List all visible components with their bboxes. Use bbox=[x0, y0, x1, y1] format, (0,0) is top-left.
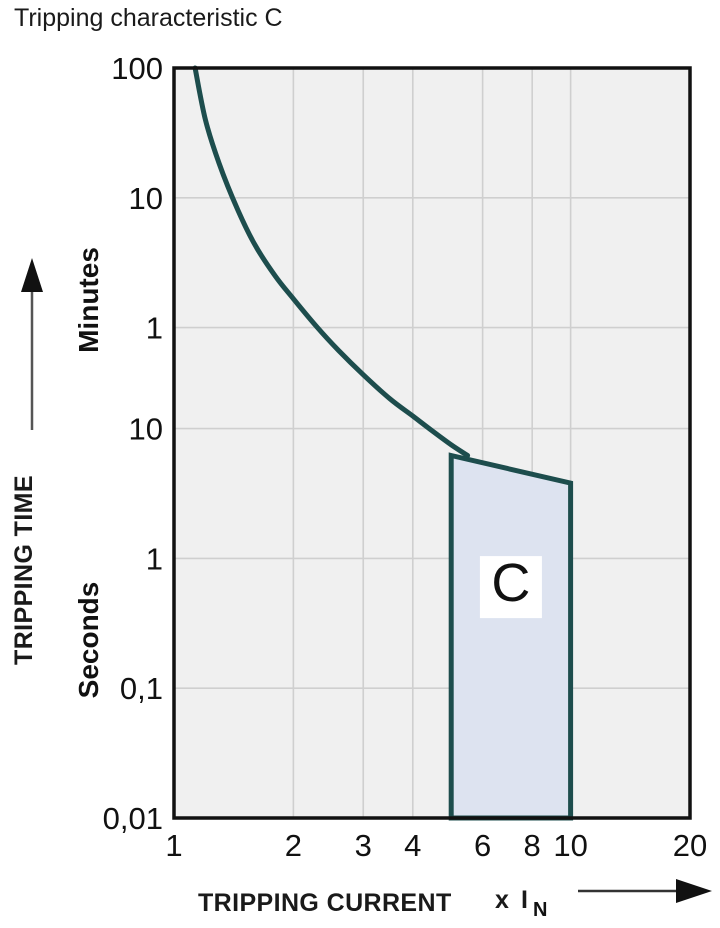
x-tick-label: 8 bbox=[524, 828, 541, 863]
x-axis-unit-prefix: x bbox=[495, 886, 509, 914]
gridlines bbox=[174, 68, 690, 818]
chart-title: Tripping characteristic C bbox=[14, 4, 283, 32]
y-axis-title: TRIPPING TIME bbox=[10, 475, 38, 665]
band-label: C bbox=[491, 553, 530, 613]
y-axis-group-seconds: Seconds bbox=[73, 582, 104, 699]
plot-background bbox=[174, 68, 690, 818]
y-axis-title-group: TRIPPING TIME bbox=[10, 258, 43, 665]
x-tick-label: 6 bbox=[474, 828, 491, 863]
y-tick-label: 1 bbox=[146, 541, 163, 576]
y-tick-label: 10 bbox=[129, 412, 163, 447]
band-label-backdrop bbox=[479, 556, 542, 619]
x-tick-label: 2 bbox=[285, 828, 302, 863]
x-tick-label: 10 bbox=[553, 828, 587, 863]
y-tick-label: 0,01 bbox=[103, 801, 163, 836]
x-tick-label: 1 bbox=[165, 828, 182, 863]
x-axis-unit-subscript: N bbox=[533, 899, 547, 921]
x-axis-arrow-head-icon bbox=[676, 879, 712, 903]
plot-area: C bbox=[172, 65, 692, 821]
y-axis-arrow-head-icon bbox=[21, 258, 43, 292]
x-axis-unit-symbol: I bbox=[521, 886, 528, 914]
x-axis-title: TRIPPING CURRENT bbox=[198, 889, 452, 917]
y-tick-label: 10 bbox=[129, 181, 163, 216]
y-axis-tick-labels: 100 10 1 10 1 0,1 0,01 bbox=[103, 51, 163, 836]
y-tick-label: 0,1 bbox=[120, 671, 163, 706]
x-tick-label: 3 bbox=[355, 828, 372, 863]
plot-border bbox=[172, 66, 692, 820]
y-tick-label: 1 bbox=[146, 311, 163, 346]
x-axis-tick-labels: 1 2 3 4 6 8 10 20 bbox=[165, 828, 707, 863]
band-polygon bbox=[448, 452, 574, 821]
tripping-band-c: C bbox=[448, 452, 574, 821]
y-tick-label: 100 bbox=[111, 51, 163, 86]
x-axis-title-group: TRIPPING CURRENT x I N bbox=[198, 879, 712, 921]
x-tick-label: 20 bbox=[673, 828, 707, 863]
thermal-tripping-curve bbox=[192, 65, 471, 458]
y-axis-group-minutes: Minutes bbox=[73, 247, 104, 353]
x-tick-label: 4 bbox=[404, 828, 421, 863]
